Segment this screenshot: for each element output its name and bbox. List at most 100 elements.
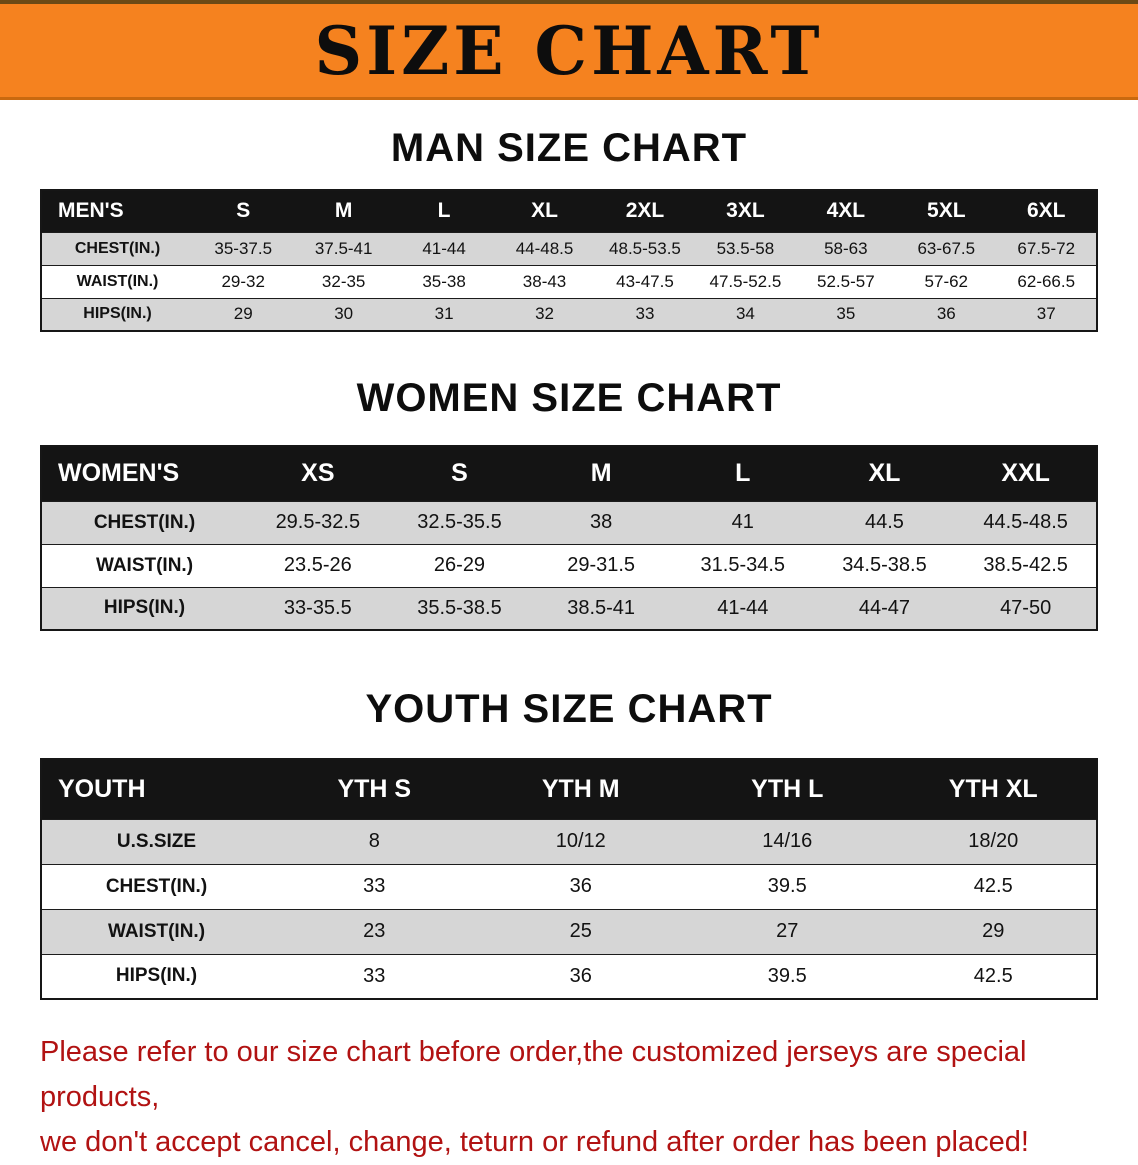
table-header-row: YOUTH YTH S YTH M YTH L YTH XL (41, 759, 1097, 819)
measurement-value: 36 (936, 304, 956, 324)
measurement-value: 32 (535, 304, 554, 324)
measurement-value: 29-32 (221, 271, 265, 291)
measurement-value: 29 (233, 304, 253, 324)
size-column-header: M (334, 199, 353, 223)
men-size-table: MEN'S S M L XL 2XL 3XL 4XL 5XL 6XL CHEST(IN.) 35-37… (40, 189, 1098, 332)
measurement-row: CHEST(IN.) 35-37.5 37.5-41 41-44 44-48.5 48.5… (41, 232, 1097, 265)
size-column-header: 6XL (1026, 199, 1066, 223)
size-column-header: YTH M (541, 774, 620, 803)
size-column-header: 4XL (826, 199, 866, 223)
measurement-value: 52.5-57 (817, 271, 875, 291)
measurement-value: 37 (1036, 304, 1056, 324)
measurement-value: 57-62 (924, 271, 969, 291)
size-column-header: YTH L (751, 774, 824, 803)
size-column-header: 5XL (927, 199, 966, 223)
men-size-section: MAN SIZE CHART MEN'S S M L XL 2XL 3XL 4XL 5XL 6XL… (0, 126, 1138, 332)
measurement-value: 35 (836, 304, 856, 324)
disclaimer-line-2: we don't accept cancel, change, teturn o… (40, 1125, 1029, 1158)
size-column-header: S (451, 459, 468, 488)
measurement-value: 29 (982, 920, 1005, 942)
table-header-row: MEN'S S M L XL 2XL 3XL 4XL 5XL 6XL (41, 190, 1097, 232)
measurement-value: 18/20 (968, 830, 1019, 852)
measurement-label: WAIST(IN.) (95, 554, 194, 576)
measurement-value: 47.5-52.5 (709, 271, 782, 291)
measurement-value: 48.5-53.5 (609, 238, 681, 258)
measurement-value: 63-67.5 (917, 238, 976, 258)
measurement-value: 39.5 (767, 964, 807, 987)
table-group-label: YOUTH (58, 774, 146, 803)
banner: SIZE CHART (0, 0, 1138, 100)
measurement-row: WAIST(IN.) 23 25 27 29 (41, 909, 1097, 954)
measurement-value: 36 (569, 964, 592, 987)
measurement-value: 33 (363, 964, 386, 987)
measurement-value: 23 (363, 920, 386, 942)
measurement-value: 42.5 (973, 875, 1013, 897)
size-column-header: XL (531, 199, 558, 223)
measurement-value: 44-47 (858, 596, 911, 619)
size-column-header: M (590, 459, 612, 488)
measurement-label: HIPS(IN.) (103, 597, 186, 619)
measurement-value: 8 (368, 830, 380, 852)
measurement-row: CHEST(IN.) 33 36 39.5 42.5 (41, 864, 1097, 909)
measurement-value: 43-47.5 (616, 271, 674, 291)
measurement-value: 34 (735, 304, 755, 324)
measurement-value: 38-43 (522, 271, 567, 291)
measurement-row: WAIST(IN.) 29-32 32-35 35-38 38-43 43-47.5 47.… (41, 265, 1097, 298)
measurement-value: 33 (363, 875, 386, 897)
measurement-value: 37.5-41 (314, 238, 373, 258)
measurement-label: CHEST(IN.) (74, 239, 161, 257)
measurement-value: 53.5-58 (716, 238, 775, 258)
youth-size-section: YOUTH SIZE CHART YOUTH YTH S YTH M YTH L YTH… (0, 687, 1138, 1000)
measurement-label: WAIST(IN.) (76, 272, 159, 290)
measurement-value: 32.5-35.5 (417, 511, 502, 533)
measurement-value: 31.5-34.5 (700, 554, 786, 576)
measurement-value: 35-37.5 (214, 238, 273, 258)
measurement-value: 44-48.5 (515, 238, 574, 258)
size-column-header: YTH S (337, 774, 412, 803)
measurement-value: 47-50 (1000, 596, 1052, 619)
size-column-header: XS (301, 459, 335, 488)
measurement-value: 33-35.5 (283, 596, 352, 619)
banner-title: SIZE CHART (314, 11, 824, 90)
measurement-value: 29-31.5 (567, 554, 636, 576)
measurement-value: 33 (635, 304, 655, 324)
measurement-value: 36 (569, 875, 592, 897)
measurement-row: CHEST(IN.) 29.5-32.5 32.5-35.5 38 41 44.5 44.5… (41, 501, 1097, 544)
measurement-value: 38 (590, 511, 613, 533)
women-section-heading: WOMEN SIZE CHART (356, 376, 782, 420)
measurement-value: 31 (434, 304, 454, 324)
youth-section-heading: YOUTH SIZE CHART (365, 687, 773, 731)
measurement-row: WAIST(IN.) 23.5-26 26-29 29-31.5 31.5-34.5 34… (41, 544, 1097, 587)
size-column-header: XL (868, 459, 901, 488)
measurement-label: HIPS(IN.) (83, 305, 152, 323)
measurement-value: 35-38 (422, 271, 466, 291)
measurement-label: HIPS(IN.) (115, 965, 198, 987)
youth-size-table: YOUTH YTH S YTH M YTH L YTH XL U.S.SIZE 8 10/12… (40, 758, 1098, 1000)
measurement-value: 42.5 (973, 964, 1013, 987)
measurement-value: 34.5-38.5 (842, 554, 927, 576)
size-column-header: 2XL (625, 199, 665, 223)
measurement-value: 25 (569, 920, 592, 942)
table-group-label: WOMEN'S (58, 459, 180, 488)
size-column-header: L (437, 199, 451, 223)
measurement-value: 44.5 (864, 511, 904, 533)
measurement-value: 67.5-72 (1017, 238, 1076, 258)
measurement-value: 38.5-42.5 (983, 554, 1068, 576)
measurement-row: HIPS(IN.) 33-35.5 35.5-38.5 38.5-41 41-44 44-… (41, 587, 1097, 630)
measurement-value: 44.5-48.5 (983, 511, 1068, 533)
women-size-section: WOMEN SIZE CHART WOMEN'S XS S M L XL XXL CHEST(… (0, 376, 1138, 631)
measurement-value: 26-29 (433, 554, 486, 576)
size-column-header: XXL (1001, 459, 1050, 488)
measurement-label: CHEST(IN.) (105, 875, 208, 897)
table-header-row: WOMEN'S XS S M L XL XXL (41, 446, 1097, 501)
measurement-row: HIPS(IN.) 29 30 31 32 33 34 35 36 37 (41, 298, 1097, 331)
size-column-header: 3XL (726, 199, 765, 223)
measurement-value: 41-44 (717, 596, 769, 619)
measurement-value: 10/12 (555, 830, 606, 852)
disclaimer-line-1: Please refer to our size chart before or… (40, 1036, 1027, 1113)
measurement-value: 39.5 (767, 875, 807, 897)
measurement-value: 30 (334, 304, 354, 324)
disclaimer-note: Please refer to our size chart before or… (40, 1030, 1138, 1165)
measurement-value: 41 (731, 511, 754, 533)
